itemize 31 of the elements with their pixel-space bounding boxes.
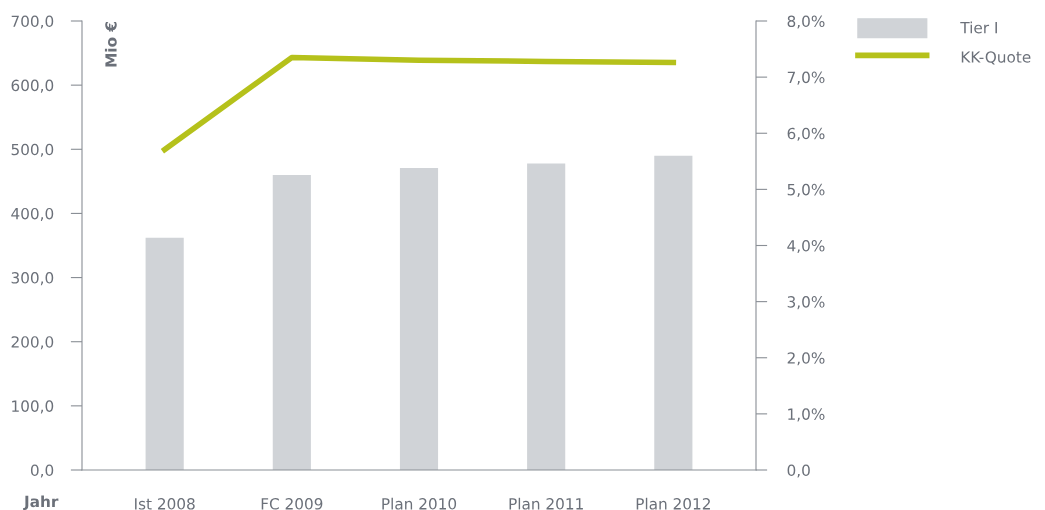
y-axis-title: Mio € bbox=[104, 22, 117, 67]
y2-tick-label: 2,0% bbox=[787, 352, 825, 366]
legend-label: KK-Quote bbox=[961, 51, 1031, 65]
bar bbox=[527, 163, 566, 470]
bar bbox=[399, 167, 439, 470]
y-tick-label: 300,0 bbox=[11, 272, 54, 286]
x-tick-label: Plan 2011 bbox=[509, 497, 583, 510]
y2-tick-label: 0,0 bbox=[787, 464, 810, 478]
y-tick-label: 400,0 bbox=[11, 207, 54, 222]
y-tick-label: 0,0 bbox=[30, 464, 54, 478]
y-tick-label: 700,0 bbox=[11, 15, 54, 29]
y-tick-label: 200,0 bbox=[11, 336, 54, 350]
x-tick-label: Ist 2008 bbox=[135, 498, 195, 510]
x-axis-title: Jahr bbox=[23, 495, 59, 510]
y2-tick-label: 5,0% bbox=[787, 183, 825, 197]
y2-tick-label: 6,0% bbox=[787, 127, 825, 141]
x-tick-label: Plan 2010 bbox=[382, 497, 457, 510]
y-tick-label: 100,0 bbox=[12, 400, 54, 414]
y-tick-label: 600,0 bbox=[11, 79, 54, 93]
y2-tick-label: 4,0% bbox=[787, 239, 825, 254]
y2-tick-label: 7,0% bbox=[787, 71, 825, 85]
y2-tick-label: 3,0% bbox=[787, 296, 825, 310]
bar bbox=[145, 237, 184, 470]
y-tick-label: 500,0 bbox=[11, 143, 54, 157]
y2-tick-label: 8,0% bbox=[787, 15, 825, 29]
legend-label: Tier I bbox=[960, 21, 997, 34]
bar bbox=[272, 174, 311, 470]
x-tick-label: FC 2009 bbox=[261, 498, 323, 510]
y2-tick-label: 1,0% bbox=[788, 408, 825, 422]
bar bbox=[654, 155, 693, 470]
x-tick-label: Plan 2012 bbox=[636, 497, 710, 510]
